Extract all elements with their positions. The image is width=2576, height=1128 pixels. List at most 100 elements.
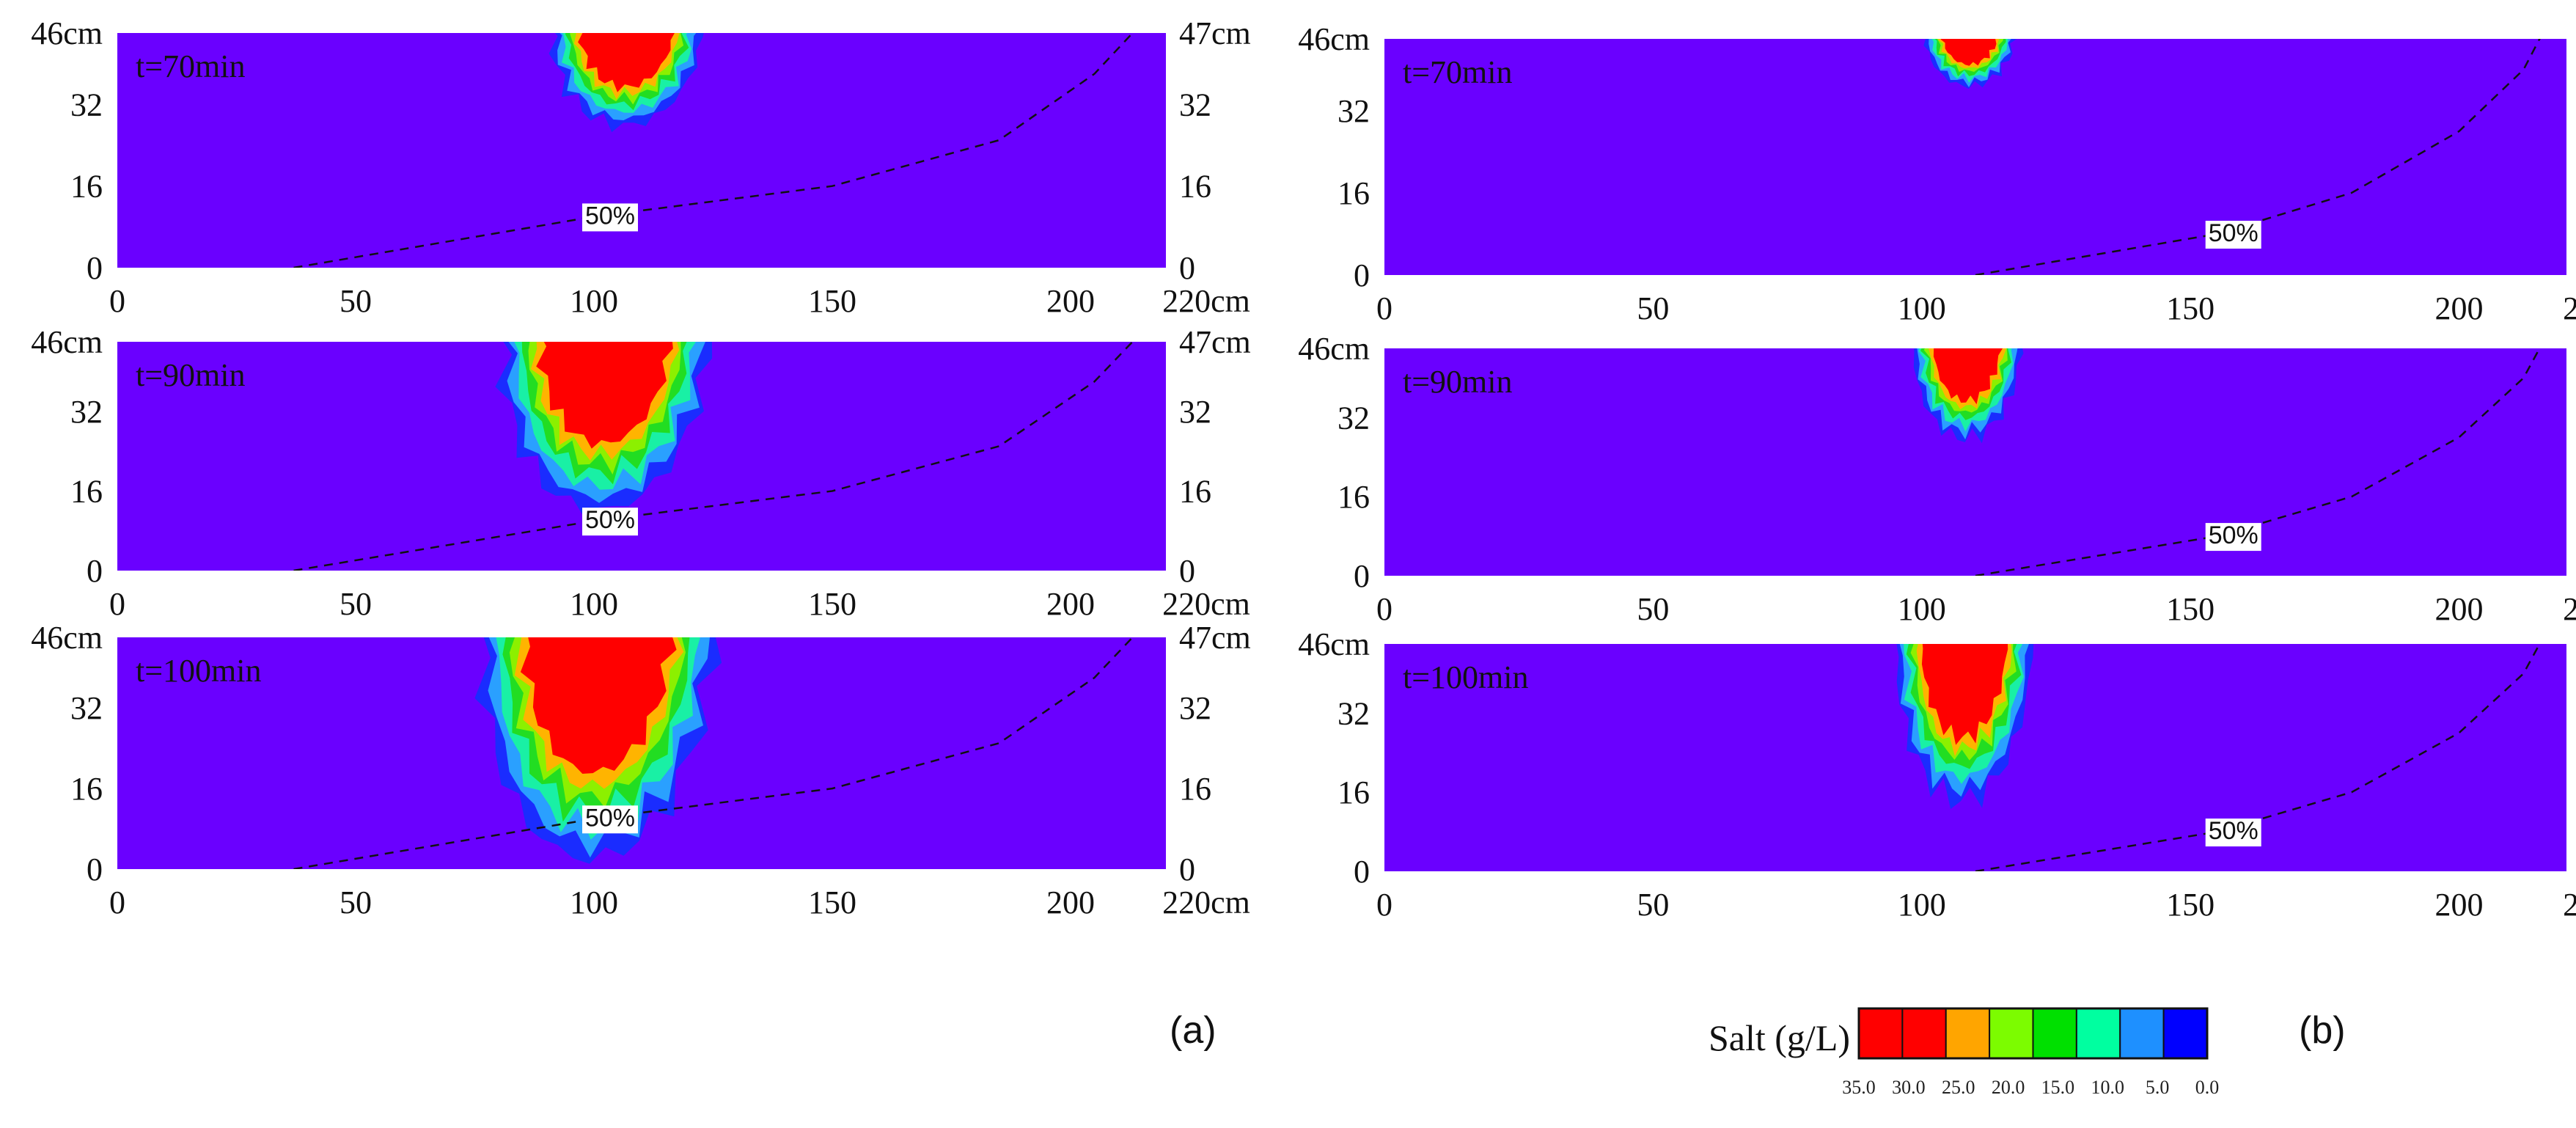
- isoline-label: 50%: [2209, 521, 2258, 549]
- isoline-50: [1975, 39, 2541, 275]
- y-tick-label-right: 0: [1179, 553, 1195, 589]
- x-tick-label: 50: [340, 283, 372, 319]
- isoline-label: 50%: [585, 804, 635, 832]
- y-tick-label-right: 16: [1179, 771, 1211, 807]
- y-tick-label-right: 32: [1179, 690, 1211, 726]
- salt-plume: [474, 637, 722, 864]
- isoline-label-box: [582, 203, 638, 232]
- y-tick-label-right: 32: [1179, 87, 1211, 122]
- x-tick-label: 150: [2166, 290, 2214, 326]
- x-tick-label: 100: [1898, 887, 1946, 923]
- x-tick-label: 200: [1046, 283, 1095, 319]
- x-tick-label: 220cm: [2563, 887, 2576, 923]
- y-tick-label-left: 16: [70, 771, 103, 807]
- x-tick-label: 220cm: [2563, 591, 2576, 627]
- chart-panel-b-2: 50%t=90min050100150200220cm0163246cm0163…: [1298, 331, 2576, 627]
- colorbar-tick-label: 5.0: [2146, 1077, 2170, 1098]
- isoline-label-box: [2205, 221, 2261, 249]
- x-tick-label: 0: [1376, 887, 1392, 923]
- x-tick-label: 0: [109, 283, 125, 319]
- y-tick-label-left: 46cm: [31, 15, 103, 51]
- colorbar-swatch: [1989, 1008, 2034, 1059]
- colorbar-legend: Salt (g/L) 35.0 30.0 25.0 20.0 15.0 10.0 5.0 0.0: [1709, 1007, 2219, 1098]
- y-tick-label-right: 32: [1179, 394, 1211, 430]
- y-tick-label-left: 32: [1337, 93, 1370, 129]
- plume-level-7: [536, 342, 673, 449]
- y-tick-label-right: 16: [1179, 169, 1211, 205]
- x-tick-label: 50: [1637, 887, 1669, 923]
- x-tick-label: 200: [2434, 591, 2483, 627]
- x-tick-label: 200: [1046, 885, 1095, 920]
- isoline-label: 50%: [585, 506, 635, 534]
- colorbar-title: Salt (g/L): [1709, 1017, 1850, 1058]
- x-tick-label: 0: [109, 885, 125, 920]
- x-tick-label: 200: [2434, 887, 2483, 923]
- x-tick-label: 150: [808, 885, 856, 920]
- x-tick-label: 100: [570, 283, 618, 319]
- colorbar-swatch: [2075, 1008, 2121, 1059]
- isoline-label: 50%: [585, 202, 635, 230]
- y-tick-label-right: 0: [1179, 250, 1195, 286]
- isoline-50: [293, 342, 1134, 571]
- y-tick-label-left: 16: [70, 169, 103, 205]
- y-tick-label-left: 32: [70, 87, 103, 122]
- isoline-50: [293, 637, 1134, 869]
- x-tick-label: 100: [570, 885, 618, 920]
- colorbar-tick-label: 20.0: [1992, 1077, 2025, 1098]
- y-tick-label-left: 16: [1337, 479, 1370, 515]
- salt-plume: [548, 33, 704, 133]
- y-tick-label-left: 32: [70, 690, 103, 726]
- panel-label-a: (a): [1170, 1009, 1217, 1052]
- y-tick-label-left: 46cm: [31, 324, 103, 360]
- time-label: t=100min: [136, 653, 262, 689]
- y-tick-label-right: 47cm: [1179, 620, 1251, 656]
- x-tick-label: 150: [808, 586, 856, 622]
- y-tick-label-left: 16: [1337, 175, 1370, 211]
- plume-level-7: [520, 637, 677, 774]
- y-tick-label-left: 32: [1337, 695, 1370, 731]
- x-tick-label: 200: [1046, 586, 1095, 622]
- isoline-label: 50%: [2209, 817, 2258, 845]
- isoline-50: [1975, 348, 2541, 576]
- y-tick-label-right: 0: [1179, 852, 1195, 887]
- plume-level-7: [1933, 348, 2003, 405]
- y-tick-label-right: 47cm: [1179, 15, 1251, 51]
- colorbar-tick-label: 30.0: [1892, 1077, 1926, 1098]
- isoline-label-box: [582, 508, 638, 536]
- y-tick-label-left: 0: [1354, 854, 1370, 890]
- plume-level-7: [578, 33, 675, 92]
- y-tick-label-left: 0: [87, 553, 103, 589]
- plume-level-7: [1921, 644, 2008, 745]
- y-tick-label-left: 46cm: [1298, 21, 1370, 57]
- y-tick-label-left: 46cm: [1298, 331, 1370, 367]
- panel-label-b: (b): [2299, 1009, 2346, 1052]
- y-tick-label-left: 0: [1354, 558, 1370, 594]
- y-tick-label-left: 16: [1337, 774, 1370, 810]
- x-tick-label: 0: [109, 586, 125, 622]
- y-tick-label-left: 0: [1354, 257, 1370, 293]
- y-tick-label-left: 0: [87, 250, 103, 286]
- colorbar-swatch: [1945, 1008, 1991, 1059]
- x-tick-label: 200: [2434, 290, 2483, 326]
- x-tick-label: 220cm: [2563, 290, 2576, 326]
- x-tick-label: 150: [808, 283, 856, 319]
- isoline-label-box: [2205, 818, 2261, 847]
- time-label: t=100min: [1403, 659, 1529, 695]
- chart-panel-b-1: 50%t=70min050100150200220cm0163246cm0163…: [1298, 21, 2576, 326]
- y-tick-label-left: 32: [70, 394, 103, 430]
- colorbar-tick-label: 25.0: [1942, 1077, 1975, 1098]
- x-tick-label: 100: [1898, 290, 1946, 326]
- x-tick-label: 0: [1376, 290, 1392, 326]
- isoline-50: [1975, 644, 2541, 871]
- y-tick-label-right: 47cm: [1179, 324, 1251, 360]
- x-tick-label: 220cm: [1162, 885, 1250, 920]
- plume-level-7: [1940, 39, 1997, 66]
- x-tick-label: 50: [1637, 290, 1669, 326]
- time-label: t=90min: [136, 357, 246, 393]
- time-label: t=70min: [1403, 54, 1513, 90]
- x-tick-label: 150: [2166, 887, 2214, 923]
- x-tick-label: 100: [570, 586, 618, 622]
- colorbar-swatch: [1901, 1008, 1947, 1059]
